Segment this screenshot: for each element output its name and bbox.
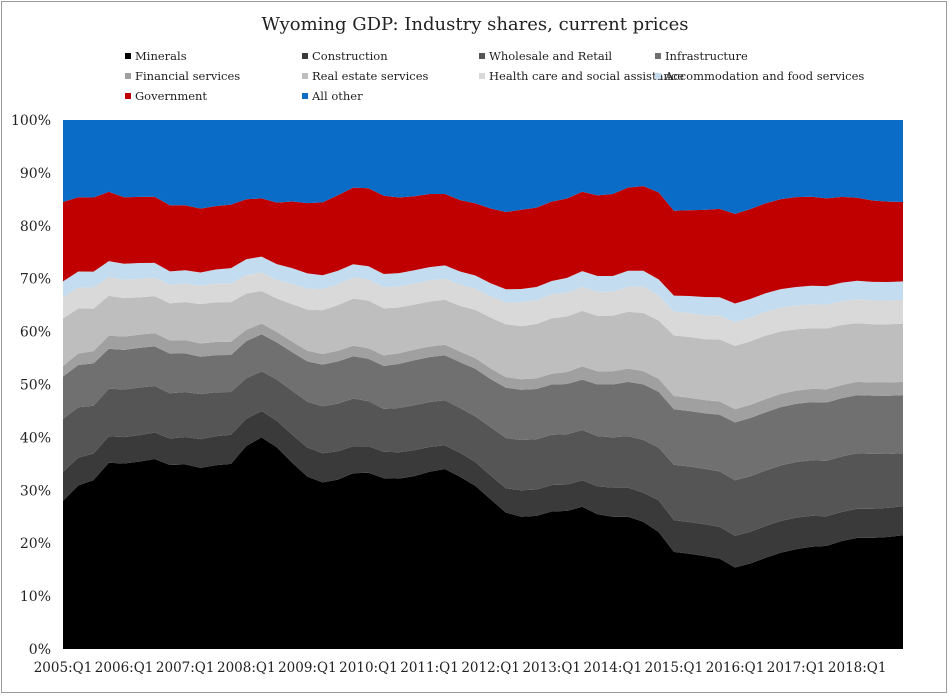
area-minerals — [63, 437, 903, 649]
legend-swatch — [302, 53, 308, 59]
legend-swatch — [655, 53, 661, 59]
y-tick-label: 40% — [20, 430, 51, 446]
legend-label: Wholesale and Retail — [489, 49, 613, 63]
legend-item: Government — [125, 89, 207, 103]
legend-label: Accommodation and food services — [665, 69, 865, 83]
area-wholesale-and-retail — [63, 371, 903, 536]
y-tick-label: 100% — [11, 113, 51, 129]
legend-label: Construction — [312, 49, 388, 63]
x-tick-label: 2012:Q1 — [461, 660, 520, 676]
area-construction — [63, 410, 903, 568]
legend-item: Wholesale and Retail — [479, 49, 612, 63]
y-tick-label: 0% — [29, 642, 51, 658]
legend-item: Health care and social assistance — [479, 69, 684, 83]
x-tick-label: 2006:Q1 — [95, 660, 154, 676]
x-tick-label: 2010:Q1 — [339, 660, 398, 676]
legend-label: Government — [135, 89, 208, 103]
area-layers — [63, 120, 903, 649]
x-tick-label: 2013:Q1 — [522, 660, 581, 676]
legend-swatch — [125, 93, 131, 99]
x-tick-label: 2014:Q1 — [584, 660, 643, 676]
y-tick-label: 10% — [20, 589, 51, 605]
area-infrastructure — [63, 334, 903, 481]
x-tick-label: 2011:Q1 — [400, 660, 459, 676]
legend-swatch — [302, 93, 308, 99]
legend-item: Infrastructure — [655, 49, 748, 63]
y-tick-label: 70% — [20, 272, 51, 288]
x-tick-label: 2016:Q1 — [706, 660, 765, 676]
legend-swatch — [125, 73, 131, 79]
legend-item: Construction — [302, 49, 388, 63]
y-tick-label: 60% — [20, 325, 51, 341]
y-tick-label: 80% — [20, 219, 51, 235]
legend-item: Financial services — [125, 69, 240, 83]
legend-label: Minerals — [135, 49, 187, 63]
x-tick-label: 2009:Q1 — [278, 660, 337, 676]
legend-swatch — [479, 53, 485, 59]
y-tick-label: 50% — [20, 378, 51, 394]
x-tick-label: 2008:Q1 — [217, 660, 276, 676]
y-tick-label: 20% — [20, 536, 51, 552]
area-all-other — [63, 120, 903, 214]
legend-label: Real estate services — [312, 69, 429, 83]
y-tick-label: 90% — [20, 166, 51, 182]
legend-swatch — [479, 73, 485, 79]
y-tick-label: 30% — [20, 483, 51, 499]
legend-item: Minerals — [125, 49, 187, 63]
legend-swatch — [125, 53, 131, 59]
x-tick-label: 2018:Q1 — [828, 660, 887, 676]
chart-title: Wyoming GDP: Industry shares, current pr… — [261, 14, 689, 35]
x-tick-label: 2017:Q1 — [767, 660, 826, 676]
legend-swatch — [302, 73, 308, 79]
area-real-estate-services — [63, 290, 903, 410]
legend-label: Financial services — [135, 69, 241, 83]
x-tick-label: 2015:Q1 — [645, 660, 704, 676]
x-tick-label: 2005:Q1 — [34, 660, 93, 676]
legend-label: Health care and social assistance — [489, 69, 685, 83]
y-axis: 0% 10% 20% 30% 40% 50% 60% 70% 80% 90% 100% — [11, 113, 51, 658]
area-financial-services — [63, 323, 903, 423]
legend-item: All other — [302, 89, 363, 103]
area-accommodation-and-food-services — [63, 256, 903, 323]
x-tick-label: 2007:Q1 — [156, 660, 215, 676]
area-government — [63, 186, 903, 304]
x-axis: 2005:Q1 2006:Q1 2007:Q1 2008:Q1 2009:Q1 2010:… — [34, 660, 887, 676]
legend-item: Real estate services — [302, 69, 428, 83]
legend-swatch — [655, 73, 661, 79]
legend-label: All other — [312, 89, 363, 103]
area-health-care-and-social-assistance — [63, 272, 903, 346]
legend-item: Accommodation and food services — [655, 69, 864, 83]
legend-label: Infrastructure — [665, 49, 748, 63]
